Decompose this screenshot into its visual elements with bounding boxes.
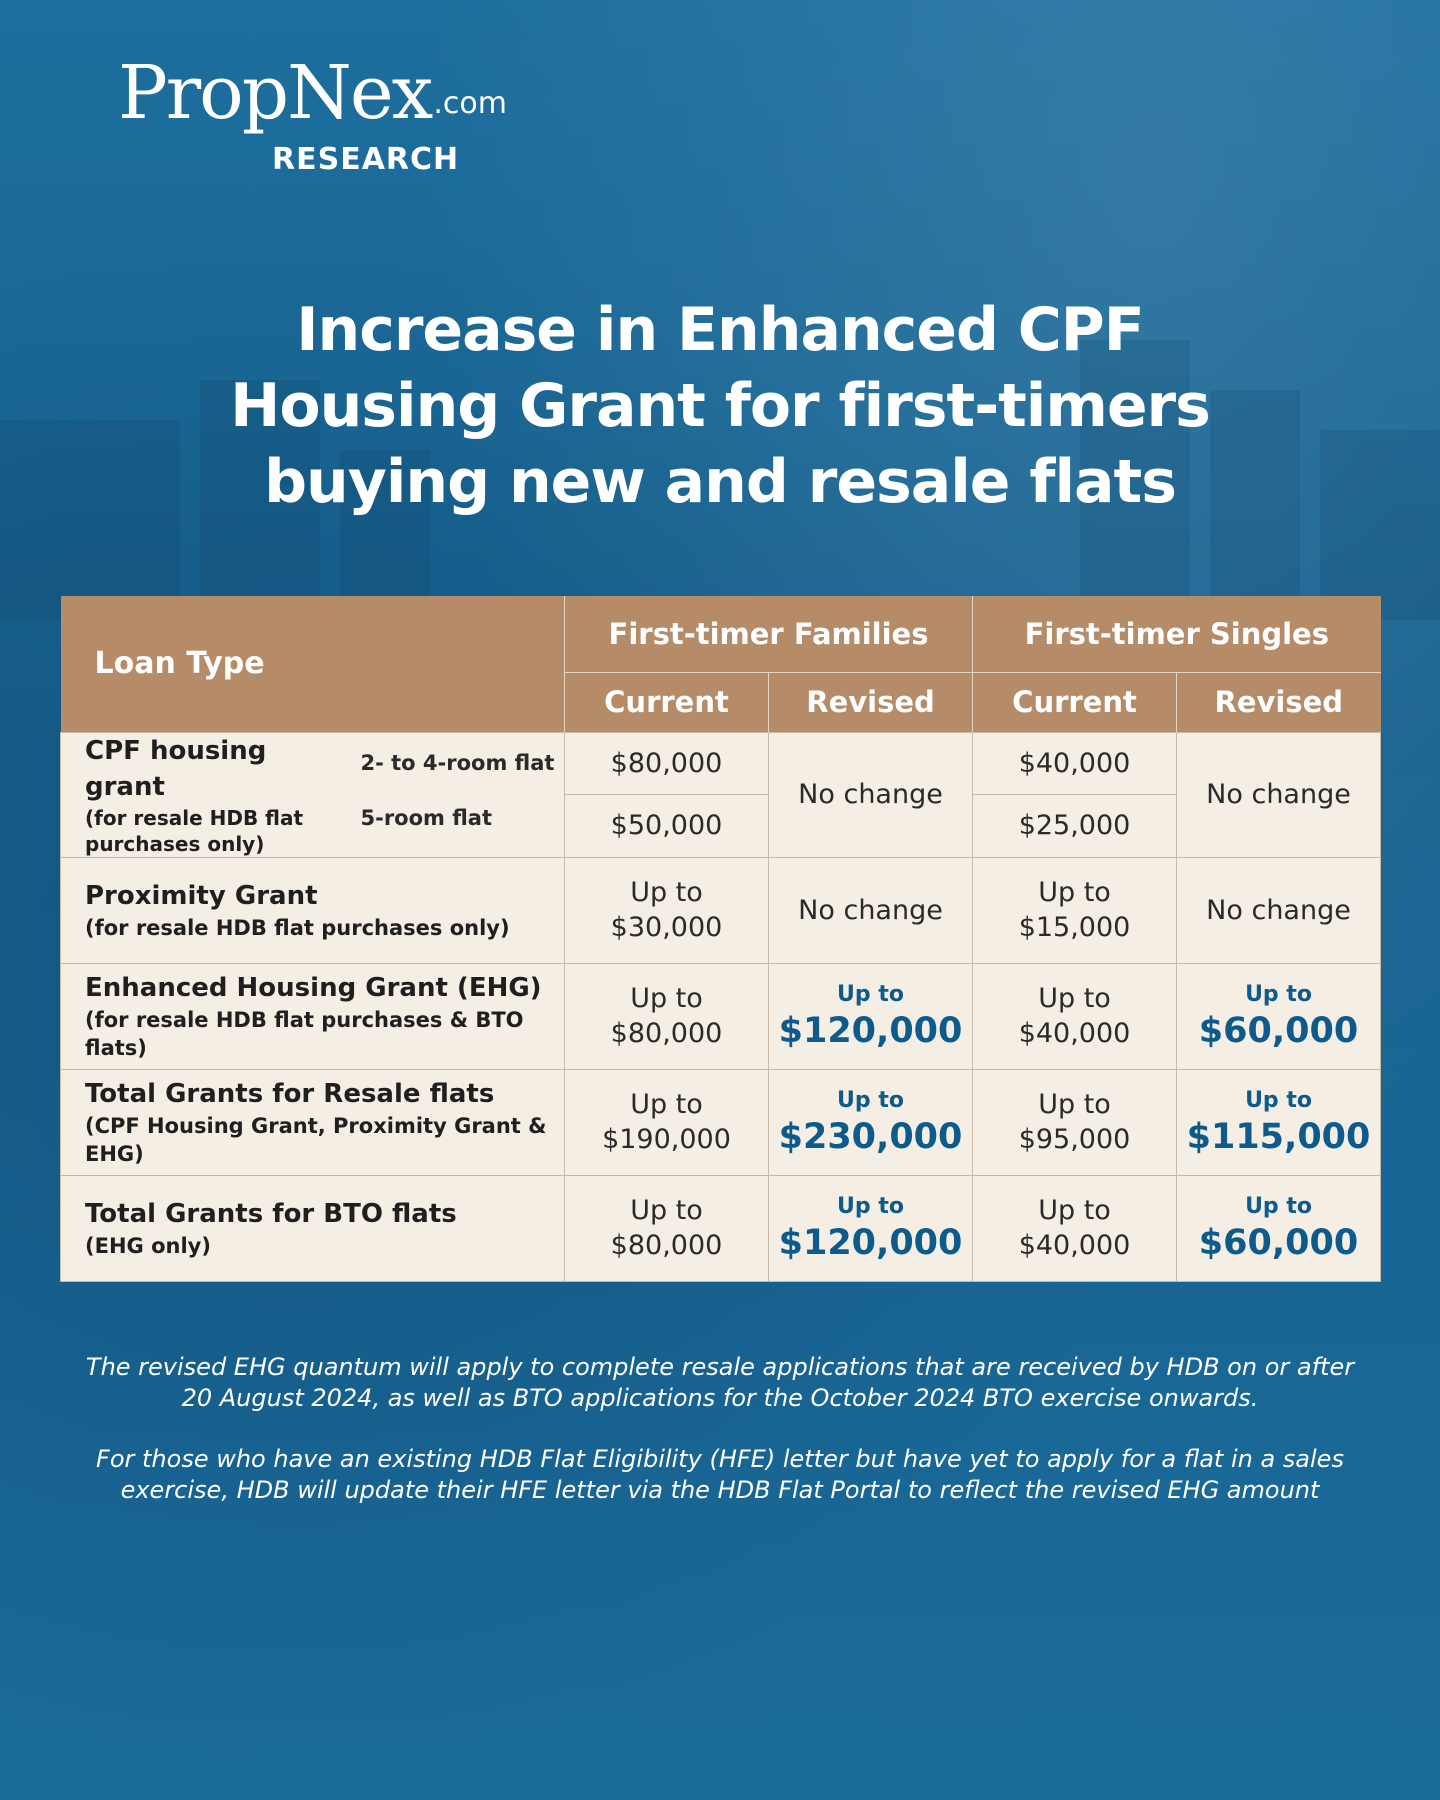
header-first-timer-singles: First-timer Singles [972,596,1381,673]
cell-line: Up to [1038,1089,1111,1120]
families-revised-ehg: Up to $120,000 [767,962,974,1070]
families-revised-total-resale: Up to $230,000 [767,1068,974,1176]
families-current-total-bto: Up to $80,000 [564,1174,769,1282]
page-title: Increase in Enhanced CPF Housing Grant f… [0,292,1440,520]
singles-revised-ehg: Up to $60,000 [1176,962,1382,1070]
footnotes: The revised EHG quantum will apply to co… [70,1352,1370,1536]
revised-prefix: Up to [1245,1088,1312,1113]
table-subheader-row: Current Revised Current Revised [61,672,1381,732]
header-loan-type: Loan Type [60,596,565,732]
families-current-ehg: Up to $80,000 [564,962,769,1070]
cell-line: Up to [630,1195,703,1226]
row-title: Total Grants for Resale flats [85,1079,495,1109]
row-title: Total Grants for BTO flats [85,1199,457,1229]
revised-amount: $60,000 [1198,1011,1359,1051]
families-current-proximity: Up to $30,000 [564,856,769,964]
header-families-current: Current [564,672,769,732]
revised-amount: $230,000 [778,1117,963,1157]
row-label-proximity-grant: Proximity Grant (for resale HDB flat pur… [60,856,565,964]
singles-revised-total-bto: Up to $60,000 [1176,1174,1382,1282]
singles-current-2-4-room: $40,000 [972,731,1178,795]
flat-type-2-4-room: 2- to 4-room flat [350,731,565,795]
brand-division: RESEARCH [272,142,460,177]
table-header-row: Loan Type First-timer Families First-tim… [60,596,1381,732]
revised-prefix: Up to [837,982,904,1007]
row-note: (EHG only) [85,1234,211,1258]
revised-prefix: Up to [1245,982,1312,1007]
cell-line: $30,000 [610,912,723,943]
cell-line: $190,000 [602,1124,731,1155]
title-line: Housing Grant for first-timers [230,371,1211,441]
row-note: (for resale HDB flat purchases & BTO fla… [85,1008,524,1060]
cell-line: Up to [1038,877,1111,908]
table-row: Proximity Grant (for resale HDB flat pur… [60,856,1382,964]
header-first-timer-families: First-timer Families [563,596,973,673]
brand-name: PropNex [118,50,433,136]
cell-line: Up to [630,983,703,1014]
families-current-2-4-room: $80,000 [564,731,769,795]
singles-current-ehg: Up to $40,000 [972,962,1178,1070]
revised-amount: $120,000 [778,1011,963,1051]
singles-revised-total-resale: Up to $115,000 [1176,1068,1382,1176]
revised-amount: $120,000 [778,1223,963,1263]
cell-line: $40,000 [1018,1018,1131,1049]
brand-logo: PropNex.com RESEARCH [118,50,507,177]
footnote-effective-date: The revised EHG quantum will apply to co… [85,1353,1355,1412]
singles-revised-proximity: No change [1176,856,1382,964]
row-note: (for resale HDB flat purchases only) [85,805,304,856]
singles-revised-cpf: No change [1176,731,1382,858]
cell-line: Up to [1038,1195,1111,1226]
row-label-ehg: Enhanced Housing Grant (EHG) (for resale… [60,962,565,1070]
row-note: (CPF Housing Grant, Proximity Grant & EH… [85,1114,547,1166]
row-note: (for resale HDB flat purchases only) [85,916,510,940]
revised-prefix: Up to [837,1088,904,1113]
families-revised-proximity: No change [767,856,974,964]
cell-line: $40,000 [1018,1230,1131,1261]
families-current-total-resale: Up to $190,000 [564,1068,769,1176]
flat-type-5-room: 5-room flat [350,794,565,858]
cell-line: $15,000 [1018,912,1131,943]
cell-line: $80,000 [610,1230,723,1261]
header-families-revised: Revised [767,672,973,732]
revised-prefix: Up to [1245,1194,1312,1219]
revised-amount: $115,000 [1186,1117,1371,1157]
header-singles-revised: Revised [1176,672,1381,732]
grants-table: Loan Type First-timer Families First-tim… [60,596,1382,1282]
revised-prefix: Up to [837,1194,904,1219]
table-row: Total Grants for BTO flats (EHG only) Up… [60,1174,1382,1282]
row-title: Proximity Grant [85,881,318,911]
singles-current-total-bto: Up to $40,000 [972,1174,1178,1282]
families-current-5-room: $50,000 [564,794,769,858]
skyline-backdrop [0,340,1440,620]
table-row: Total Grants for Resale flats (CPF Housi… [60,1068,1382,1176]
row-title: Enhanced Housing Grant (EHG) [85,973,542,1003]
title-line: buying new and resale flats [264,447,1177,517]
cell-line: Up to [1038,983,1111,1014]
singles-current-total-resale: Up to $95,000 [972,1068,1178,1176]
table-row: Enhanced Housing Grant (EHG) (for resale… [60,962,1382,1070]
singles-current-proximity: Up to $15,000 [972,856,1178,964]
row-title: CPF housing grant [85,735,267,802]
families-revised-total-bto: Up to $120,000 [767,1174,974,1282]
row-label-total-bto: Total Grants for BTO flats (EHG only) [60,1174,565,1282]
footnote-hfe-letter: For those who have an existing HDB Flat … [96,1445,1344,1504]
table-row: 5-room flat $50,000 $25,000 [61,794,1381,858]
families-revised-cpf: No change [767,731,974,858]
row-label-total-resale: Total Grants for Resale flats (CPF Housi… [60,1068,565,1176]
singles-current-5-room: $25,000 [972,794,1178,858]
revised-amount: $60,000 [1198,1223,1359,1263]
brand-suffix: .com [433,86,507,121]
cell-line: Up to [630,877,703,908]
title-line: Increase in Enhanced CPF [296,295,1145,365]
cell-line: $80,000 [610,1018,723,1049]
header-singles-current: Current [972,672,1177,732]
row-label-cpf-grant: CPF housing grant (for resale HDB flat p… [60,731,351,858]
cell-line: Up to [630,1089,703,1120]
table-row: CPF housing grant (for resale HDB flat p… [60,731,1382,858]
cell-line: $95,000 [1018,1124,1131,1155]
